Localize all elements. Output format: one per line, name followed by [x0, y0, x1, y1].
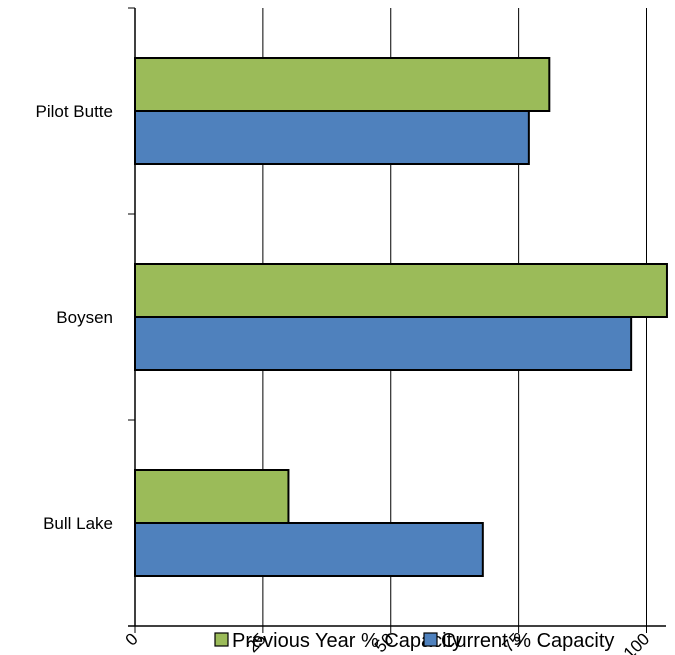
category-label-boysen: Boysen — [56, 308, 113, 327]
category-label-pilot-butte: Pilot Butte — [36, 102, 114, 121]
bar-pilot-butte-current — [134, 110, 530, 165]
x-tick-label-0: 0 — [122, 629, 142, 649]
bar-bull-lake-current — [134, 522, 484, 577]
legend-swatch-current — [423, 632, 438, 647]
legend-label-previous: Previous Year % Capacity — [232, 630, 462, 652]
category-label-bull-lake: Bull Lake — [43, 514, 113, 533]
bar-boysen-current — [134, 316, 633, 371]
axes — [128, 7, 666, 633]
bar-bull-lake-previous — [134, 469, 290, 524]
bars — [134, 57, 668, 577]
bar-pilot-butte-previous — [134, 57, 551, 112]
legend-label-current: Current % Capacity — [441, 630, 614, 652]
bar-boysen-previous — [134, 263, 668, 318]
x-tick-label-100: 100 — [620, 629, 653, 655]
legend-swatch-previous — [214, 632, 229, 647]
